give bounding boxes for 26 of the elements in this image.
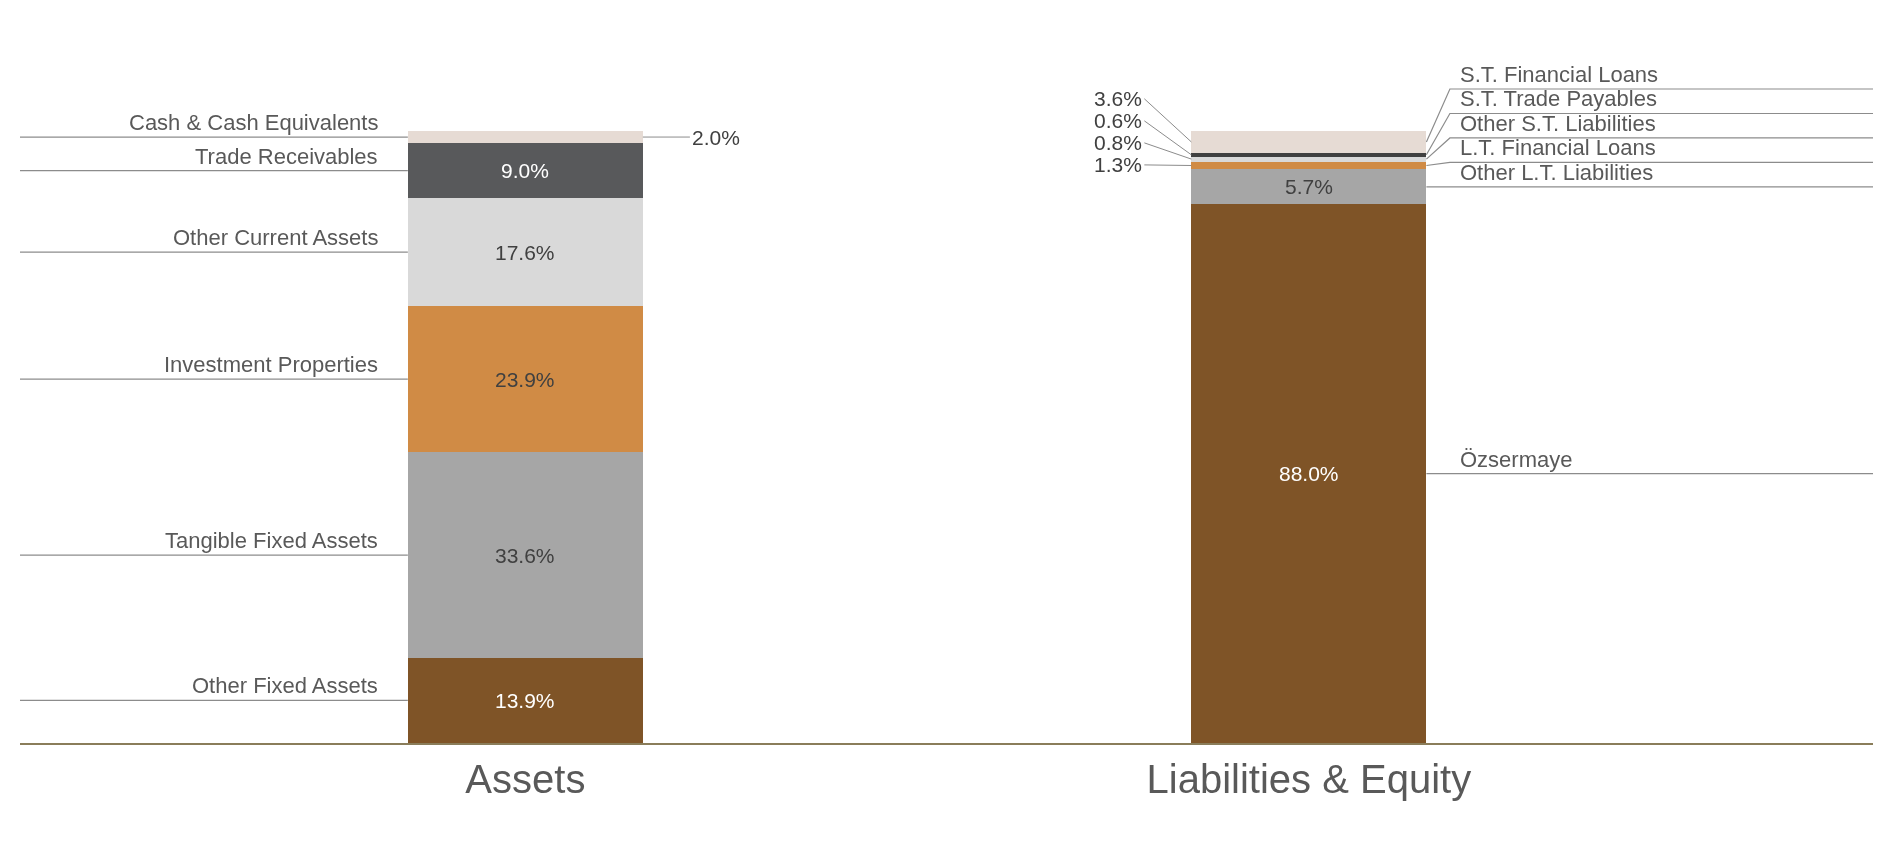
data-label: 9.0% bbox=[501, 159, 549, 182]
series-label: L.T. Financial Loans bbox=[1460, 135, 1656, 160]
series-label: Other L.T. Liabilities bbox=[1460, 160, 1654, 185]
series-label: Tangible Fixed Assets bbox=[165, 528, 378, 553]
text: S.T. Trade Payables bbox=[1460, 86, 1657, 111]
series-label: Investment Properties bbox=[164, 352, 378, 377]
text: S.T. Financial Loans bbox=[1460, 62, 1659, 87]
x-tick-label: Assets bbox=[465, 757, 586, 801]
data-label: 3.6% bbox=[1094, 87, 1142, 110]
data-label: 5.7% bbox=[1285, 175, 1333, 198]
series-label: Özsermaye bbox=[1460, 447, 1573, 472]
data-label: 33.6% bbox=[495, 544, 555, 567]
data-label: 2.0% bbox=[692, 126, 740, 149]
series-label: Trade Receivables bbox=[195, 144, 378, 169]
series-label: Other Current Assets bbox=[173, 225, 379, 250]
x-tick-label: Liabilities & Equity bbox=[1146, 757, 1472, 801]
data-label: 1.3% bbox=[1094, 153, 1142, 176]
series-label: Other S.T. Liabilities bbox=[1460, 111, 1656, 136]
data-label: 88.0% bbox=[1279, 462, 1339, 485]
data-label: 0.6% bbox=[1094, 109, 1142, 132]
data-label: 17.6% bbox=[495, 241, 555, 264]
data-label: 0.8% bbox=[1094, 131, 1142, 154]
series-label: Cash & Cash Equivalents bbox=[129, 110, 379, 135]
data-label: 23.9% bbox=[495, 368, 555, 391]
data-label: 13.9% bbox=[495, 689, 555, 712]
series-label: Other Fixed Assets bbox=[192, 673, 378, 698]
